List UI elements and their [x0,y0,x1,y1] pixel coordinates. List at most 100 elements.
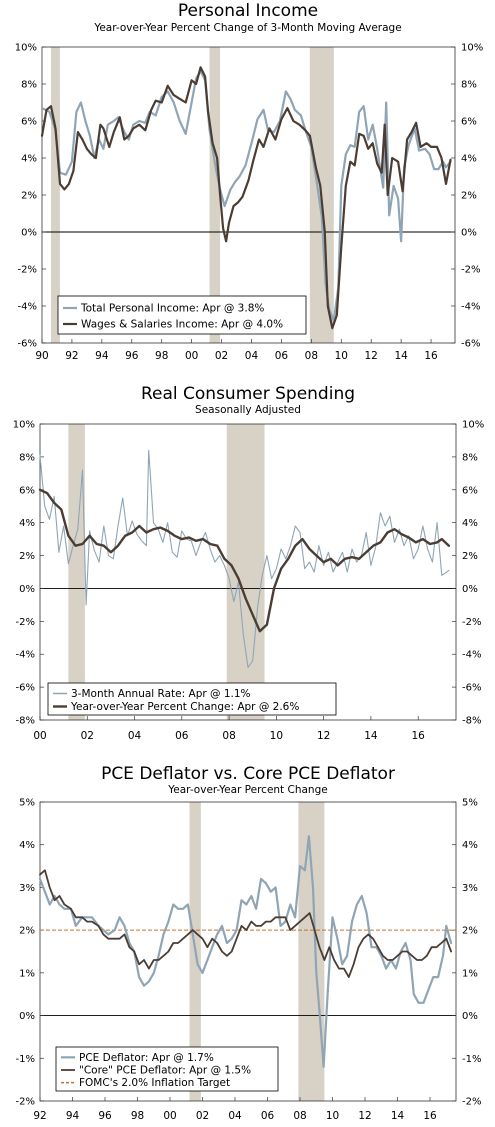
x-tick-label: 12 [317,730,330,742]
y-tick-label-left: 5% [19,798,35,809]
x-tick-label: 96 [125,350,139,362]
chart-title: Real Consumer Spending [141,384,355,404]
chart-title: PCE Deflator vs. Core PCE Deflator [101,764,395,784]
y-tick-label-right: 0% [461,228,477,239]
x-tick-label: 12 [365,350,378,362]
legend: Total Personal Income: Apr @ 3.8% Wages &… [57,295,307,335]
x-tick-label: 04 [228,1110,242,1122]
x-tick-label: 02 [215,350,228,362]
personal-income-chart: Personal Income Year-over-Year Percent C… [0,0,495,375]
y-tick-label-right: -8% [462,716,481,727]
y-tick-label-left: 10% [15,43,37,54]
x-tick-label: 90 [35,350,48,362]
recession-bar [68,424,85,720]
y-tick-label-left: 0% [19,1011,35,1022]
plot-frame [39,801,457,1102]
y-tick-label-left: 4% [21,154,37,165]
y-tick-label-right: -6% [462,683,481,694]
x-tick-label: 02 [81,730,94,742]
y-tick-label-right: 6% [461,117,477,128]
legend-box [57,295,307,335]
series-line-1 [38,835,453,1068]
x-tick-label: 10 [270,730,283,742]
y-tick-label-right: 2% [462,926,478,937]
y-tick-label-left: 4% [19,840,35,851]
y-tick-label-left: -4% [18,302,37,313]
legend-label: "Core" PCE Deflator: Apr @ 1.5% [79,1065,251,1077]
y-tick-label-right: 0% [462,1011,478,1022]
y-tick-label-left: 10% [13,420,35,431]
legend-label: Year-over-Year Percent Change: Apr @ 2.6… [70,701,299,713]
series-line-1 [39,449,450,668]
y-tick-label-left: -2% [16,1097,35,1108]
y-tick-label-right: -2% [462,1097,481,1108]
x-tick-label: 04 [128,730,142,742]
x-tick-label: 16 [411,730,425,742]
y-tick-label-right: 4% [462,840,478,851]
legend-label: PCE Deflator: Apr @ 1.7% [79,1052,214,1064]
plot-area: -8% -8% -6% -6% -4% -4% -2% -2% 0% 0% 2% 2% 4% 4% 6% 6%… [13,420,484,743]
chart-subtitle: Year-over-Year Percent Change [167,784,327,796]
series-line-1 [40,70,452,322]
x-tick-label: 12 [358,1110,371,1122]
y-tick-label-right: 10% [462,420,484,431]
y-tick-label-right: 4% [461,154,477,165]
y-tick-label-right: 10% [461,43,483,54]
x-tick-label: 98 [155,350,168,362]
y-tick-label-right: -1% [462,1054,481,1065]
y-tick-label-left: 8% [19,452,35,463]
y-tick-label-right: -4% [462,650,481,661]
x-tick-label: 96 [98,1110,112,1122]
y-tick-label-left: 1% [19,968,35,979]
y-tick-label-left: -8% [16,716,35,727]
y-tick-label-right: 2% [462,551,478,562]
x-tick-label: 16 [423,1110,437,1122]
x-tick-label: 04 [245,350,259,362]
plot-frame [39,423,457,721]
y-tick-label-left: 0% [21,228,37,239]
x-tick-label: 92 [65,350,78,362]
x-tick-label: 92 [33,1110,46,1122]
legend: PCE Deflator: Apr @ 1.7%"Core" PCE Defla… [55,1046,279,1092]
plot-area: -2% -2% -1% -1% 0% 0% 1% 1% 2% 2% 3% 3% 4% 4% 5% 5% 92 94… [16,798,482,1123]
chart-subtitle: Seasonally Adjusted [195,404,301,416]
y-tick-label-left: 6% [19,485,35,496]
legend-label: Total Personal Income: Apr @ 3.8% [80,303,264,315]
personal-income-svg: Personal Income Year-over-Year Percent C… [15,1,483,363]
pce-deflator-svg: PCE Deflator vs. Core PCE Deflator Year-… [16,764,482,1123]
y-tick-label-right: 6% [462,485,478,496]
x-tick-label: 10 [335,350,348,362]
series-line-2 [40,66,452,330]
x-tick-label: 14 [364,730,378,742]
y-tick-label-left: -2% [18,265,37,276]
y-tick-label-left: 0% [19,584,35,595]
legend-label: Wages & Salaries Income: Apr @ 4.0% [81,319,283,331]
y-tick-label-left: 2% [19,551,35,562]
y-tick-label-left: -6% [18,339,37,350]
x-tick-label: 02 [196,1110,209,1122]
x-tick-label: 16 [424,350,438,362]
plot-area: -6% -6% -4% -4% -2% -2% 0% 0% 2% 2% 4% 4% 6% 6% 8% 8% 10… [15,43,483,363]
x-tick-label: 08 [222,730,235,742]
y-tick-label-right: 8% [462,452,478,463]
chart-subtitle: Year-over-Year Percent Change of 3-Month… [93,22,401,34]
y-tick-label-left: -6% [16,683,35,694]
x-tick-label: 06 [275,350,289,362]
x-tick-label: 00 [163,1110,176,1122]
x-tick-label: 14 [391,1110,405,1122]
y-tick-label-left: 2% [21,191,37,202]
recession-bar [298,802,325,1101]
y-tick-label-left: 3% [19,883,35,894]
y-tick-label-left: 6% [21,117,37,128]
x-tick-label: 00 [33,730,46,742]
y-tick-label-left: -4% [16,650,35,661]
x-tick-label: 94 [66,1110,80,1122]
y-tick-label-right: 4% [462,518,478,529]
y-tick-label-left: 2% [19,926,35,937]
y-tick-label-left: -1% [16,1054,35,1065]
y-tick-label-right: 5% [462,798,478,809]
y-tick-label-left: -2% [16,617,35,628]
x-tick-label: 08 [305,350,318,362]
x-tick-label: 98 [131,1110,144,1122]
legend-label: FOMC's 2.0% Inflation Target [79,1077,230,1089]
